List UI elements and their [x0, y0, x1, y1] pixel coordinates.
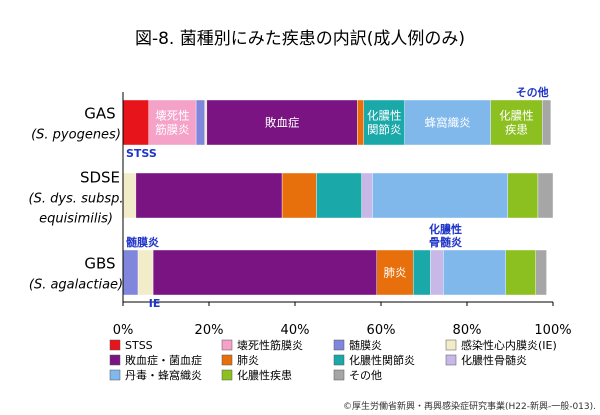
- legend-label: 化膿性骨髄炎: [461, 353, 527, 367]
- credit-text: ©厚生労働省新興・再興感染症研究事業(H22-新興-一般-013).: [343, 400, 596, 412]
- text-line: 化膿性: [429, 222, 462, 236]
- category-label: GAS: [84, 105, 115, 123]
- legend: STSS 壊死性筋膜炎 髄膜炎 感染性心内膜炎(IE)敗血症・菌血症 肺炎 化膿性関節炎化…: [109, 338, 557, 382]
- x-tick-label: 100%: [534, 323, 571, 338]
- bar-segment: [195, 99, 205, 146]
- legend-label: 丹毒・蜂窩織炎: [125, 368, 202, 382]
- bar-segment: [122, 249, 139, 296]
- legend-swatch: [445, 354, 457, 366]
- bar-segment: [507, 172, 539, 219]
- bar-segment: [535, 249, 547, 296]
- legend-swatch: [221, 369, 233, 381]
- bar-segment: [413, 249, 431, 296]
- bar-segment: [505, 249, 537, 296]
- bar-segment: [443, 249, 506, 296]
- text-line: STSS: [126, 147, 157, 160]
- legend-swatch: [109, 339, 121, 351]
- legend-swatch: [333, 369, 345, 381]
- bar-segment: [281, 172, 317, 219]
- legend-label: 壊死性筋膜炎: [237, 338, 303, 352]
- legend-label: 敗血症・菌血症: [125, 353, 202, 367]
- bar-segment: [430, 249, 444, 296]
- category-labels: GAS (S. pyogenes) SDSE (S. dys. subsp. equis…: [29, 105, 124, 293]
- legend-swatch: [333, 354, 345, 366]
- category-label: SDSE: [80, 169, 120, 187]
- text-line: 蜂窩織炎: [425, 116, 471, 130]
- x-tick-label: 0%: [113, 323, 134, 338]
- x-tick-label: 20%: [195, 323, 224, 338]
- legend-label: STSS: [125, 339, 153, 352]
- text-line: 壊死性: [155, 109, 190, 123]
- segment-label: 蜂窩織炎: [425, 116, 471, 130]
- legend-swatch: [109, 354, 121, 366]
- text-line: 化膿性: [499, 109, 534, 123]
- annotation-label: STSS: [126, 147, 157, 160]
- bar-segment: [542, 99, 552, 146]
- bar-segment: [372, 172, 509, 219]
- text-line: 敗血症: [265, 116, 300, 130]
- annotation-label: 化膿性骨髄炎: [429, 222, 462, 249]
- x-tick-label: 60%: [367, 323, 396, 338]
- legend-swatch: [221, 339, 233, 351]
- text-line: 髄膜炎: [126, 235, 159, 249]
- legend-label: 肺炎: [237, 354, 259, 367]
- legend-label: 髄膜炎: [349, 338, 382, 352]
- legend-label: 化膿性疾患: [237, 368, 292, 382]
- bar-segment: [537, 172, 554, 219]
- bar-segment: [206, 99, 358, 146]
- legend-swatch: [445, 339, 457, 351]
- segment-label: 肺炎: [383, 266, 406, 280]
- annotation-label: 髄膜炎: [126, 235, 159, 249]
- category-sublabel: equisimilis): [39, 212, 113, 227]
- x-tick-label: 80%: [453, 323, 482, 338]
- text-line: 筋膜炎: [155, 123, 190, 137]
- text-line: 疾患: [505, 123, 528, 137]
- bar-segment: [361, 172, 373, 219]
- annotation-label: IE: [149, 297, 161, 310]
- legend-swatch: [333, 339, 345, 351]
- category-sublabel: (S. agalactiae): [29, 278, 123, 293]
- category-sublabel: (S. pyogenes): [31, 128, 121, 143]
- category-sublabel: (S. dys. subsp.: [29, 192, 124, 207]
- bar-segment: [135, 172, 283, 219]
- legend-swatch: [221, 354, 233, 366]
- bar-segment: [152, 249, 377, 296]
- x-axis: 0% 20% 40% 60% 80% 100%: [113, 92, 572, 338]
- bar-segment: [122, 172, 137, 219]
- text-line: 化膿性: [367, 109, 402, 123]
- bar-segment: [316, 172, 362, 219]
- legend-swatch: [109, 369, 121, 381]
- legend-label: 化膿性関節炎: [349, 353, 415, 367]
- segment-label: 壊死性筋膜炎: [155, 109, 190, 137]
- legend-label: 感染性心内膜炎(IE): [461, 338, 557, 352]
- legend-label: その他: [349, 369, 382, 382]
- x-tick-label: 40%: [281, 323, 310, 338]
- segment-label: 化膿性疾患: [499, 109, 534, 137]
- text-line: 肺炎: [383, 266, 406, 280]
- text-line: その他: [516, 85, 549, 99]
- text-line: IE: [149, 297, 161, 310]
- bar-segment: [490, 99, 543, 146]
- segment-label: 敗血症: [265, 116, 300, 130]
- bar-segment: [357, 99, 365, 146]
- text-line: 関節炎: [367, 123, 402, 137]
- bar-segment: [204, 99, 208, 146]
- category-label: GBS: [84, 255, 115, 273]
- segment-label: 化膿性関節炎: [367, 109, 402, 137]
- annotation-label: その他: [516, 85, 549, 99]
- bar-segment: [137, 249, 154, 296]
- bar-segment: [376, 249, 414, 296]
- bar-segment: [363, 99, 405, 146]
- bar-segment: [122, 99, 149, 146]
- chart-title: 図-8. 菌種別にみた疾患の内訳(成人例のみ): [135, 29, 465, 49]
- text-line: 骨髄炎: [429, 235, 462, 249]
- bar-segment: [404, 99, 491, 146]
- bar-segment: [148, 99, 197, 146]
